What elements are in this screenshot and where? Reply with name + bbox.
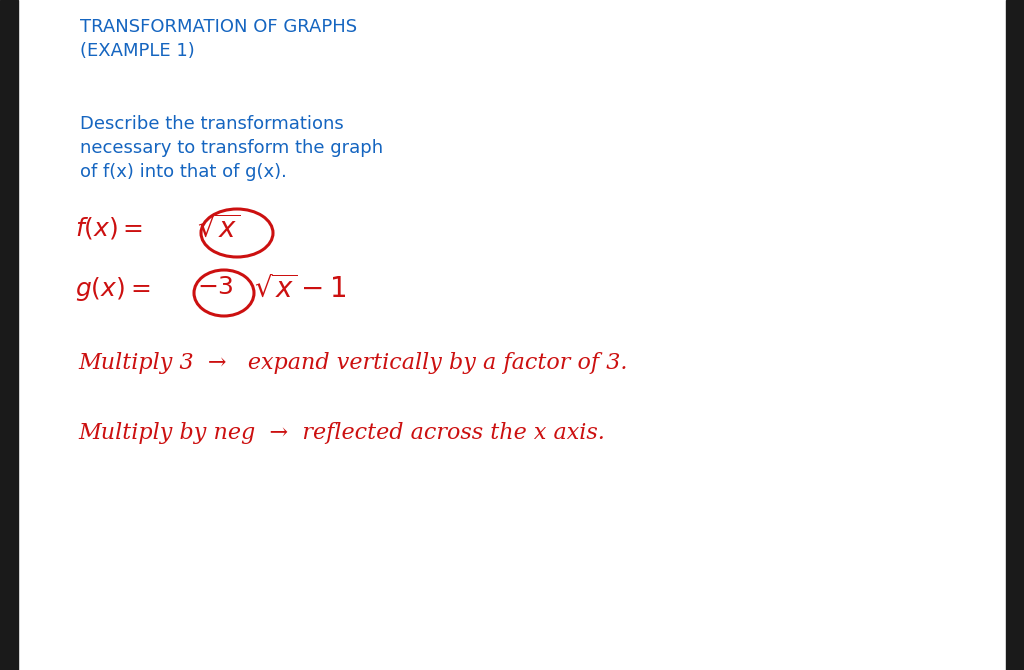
- Text: TRANSFORMATION OF GRAPHS: TRANSFORMATION OF GRAPHS: [80, 18, 357, 36]
- Bar: [0, 0, 18, 670]
- Text: $g(x) =$: $g(x) =$: [75, 275, 151, 303]
- Text: Multiply by neg  →  reflected across the x axis.: Multiply by neg → reflected across the x…: [78, 422, 605, 444]
- Text: necessary to transform the graph: necessary to transform the graph: [80, 139, 383, 157]
- Text: $\sqrt{x} - 1$: $\sqrt{x} - 1$: [254, 275, 346, 303]
- Text: $\sqrt{x}$: $\sqrt{x}$: [197, 215, 240, 243]
- Bar: [1006, 0, 1024, 670]
- Text: Multiply 3  →   expand vertically by a factor of 3.: Multiply 3 → expand vertically by a fact…: [78, 352, 628, 374]
- Text: (EXAMPLE 1): (EXAMPLE 1): [80, 42, 195, 60]
- Text: $-3$: $-3$: [197, 275, 233, 299]
- Text: Describe the transformations: Describe the transformations: [80, 115, 344, 133]
- Text: of f(x) into that of g(x).: of f(x) into that of g(x).: [80, 163, 287, 181]
- Text: $f(x) =$: $f(x) =$: [75, 215, 143, 241]
